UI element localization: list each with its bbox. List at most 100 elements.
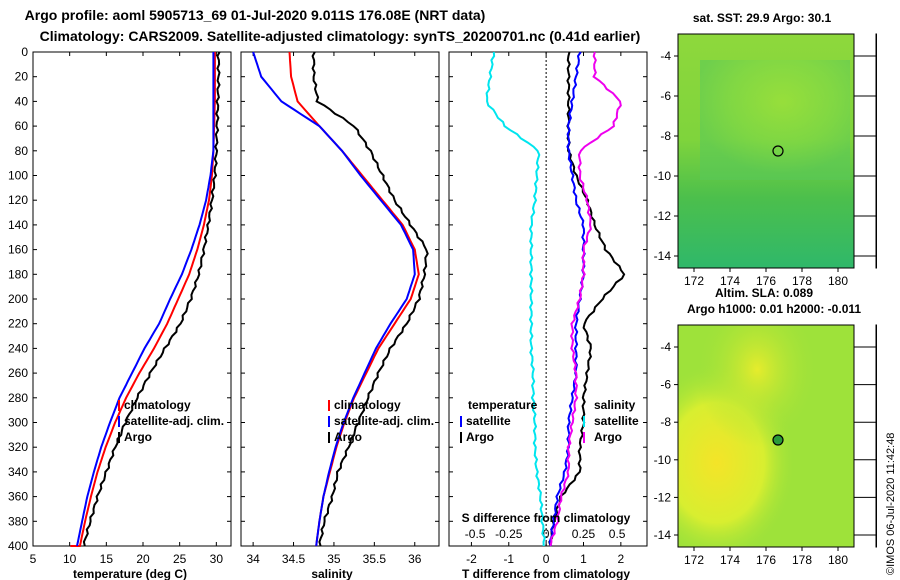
depth-tick-label: 340 <box>8 465 28 479</box>
depth-tick-label: 80 <box>15 144 29 158</box>
x-tick-label: 1 <box>580 552 587 566</box>
s-difference-tick-label: -0.5 <box>465 527 486 541</box>
x-tick-label: 15 <box>100 552 114 566</box>
s-difference-tick-label: 0.5 <box>609 527 626 541</box>
depth-tick-label: 240 <box>8 341 28 355</box>
legend-climatology-label: climatology <box>124 398 191 412</box>
legend-satellite-label: satellite-adj. clim. <box>334 414 434 428</box>
depth-tick-label: 40 <box>15 94 29 108</box>
difference-legend: temperature satellite Argo salinity sate… <box>460 398 639 444</box>
difference-chart: -2 -1 0 1 2 -0.5 -0.25 0 0.25 0.5 <box>465 51 626 566</box>
map-y-tick-label: -4 <box>660 49 671 63</box>
sst-map-title: sat. SST: 29.9 Argo: 30.1 <box>693 11 832 25</box>
legend-salinity-heading: salinity <box>594 398 636 412</box>
depth-tick-label: 220 <box>8 317 28 331</box>
sst-map-warm-patch <box>700 60 850 180</box>
salinity-axis-label: salinity <box>311 567 353 580</box>
difference-panel <box>448 51 648 547</box>
x-tick-label: 0 <box>543 552 550 566</box>
x-tick-label: 34.5 <box>282 552 306 566</box>
temperature-axis-label: temperature (deg C) <box>73 567 187 580</box>
x-tick-label: 10 <box>63 552 77 566</box>
map-right-axis <box>875 33 877 269</box>
map-x-tick-label: 178 <box>792 274 812 288</box>
map-x-tick-label: 174 <box>720 274 740 288</box>
map-y-tick-label: -10 <box>654 453 672 467</box>
x-tick-label: -1 <box>503 552 514 566</box>
map-right-axis <box>875 324 877 548</box>
depth-tick-label: 260 <box>8 366 28 380</box>
s-difference-axis-label: S difference from climatology <box>462 511 631 525</box>
x-tick-label: 30 <box>210 552 224 566</box>
map-y-tick-label: -8 <box>660 415 671 429</box>
map-y-tick-label: -4 <box>660 340 671 354</box>
depth-tick-label: 200 <box>8 292 28 306</box>
temperature-legend: climatology satellite-adj. clim. Argo <box>118 398 224 444</box>
x-tick-label: 36 <box>408 552 422 566</box>
figure-title-line1: Argo profile: aoml 5905713_69 01-Jul-202… <box>25 7 486 23</box>
depth-tick-label: 300 <box>8 416 28 430</box>
map-x-tick-label: 172 <box>684 553 704 567</box>
map-y-tick-label: -14 <box>654 528 672 542</box>
s-difference-tick-label: -0.25 <box>495 527 523 541</box>
depth-tick-label: 0 <box>21 45 28 59</box>
salinity-panel <box>240 51 440 547</box>
imos-timestamp: ©IMOS 06-Jul-2020 11:42:48 <box>885 433 897 575</box>
legend-temperature-heading: temperature <box>468 398 538 412</box>
map-x-tick-label: 172 <box>684 274 704 288</box>
salinity-chart: 34 34.5 35 35.5 36 <box>246 51 429 566</box>
depth-tick-label: 120 <box>8 193 28 207</box>
temperature-panel <box>32 51 232 547</box>
series-line-argo <box>311 51 429 547</box>
depth-axis: 0 20 40 60 80 100 120 140 160 180 200 220 240 260 280 3… <box>8 45 647 553</box>
s-difference-tick-label: 0 <box>543 527 550 541</box>
map-y-tick-label: -8 <box>660 129 671 143</box>
depth-tick-label: 20 <box>15 70 29 84</box>
x-tick-label: 5 <box>30 552 37 566</box>
depth-tick-label: 380 <box>8 514 28 528</box>
x-tick-label: 35 <box>327 552 341 566</box>
map-y-tick-label: -12 <box>654 490 672 504</box>
x-tick-label: -2 <box>466 552 477 566</box>
map-y-tick-label: -14 <box>654 249 672 263</box>
legend-satellite-label: satellite-adj. clim. <box>124 414 224 428</box>
legend-sal-argo-label: Argo <box>594 430 622 444</box>
map-y-tick-label: -6 <box>660 89 671 103</box>
salinity-legend: climatology satellite-adj. clim. Argo <box>328 398 434 444</box>
s-difference-tick-label: 0.25 <box>572 527 596 541</box>
sla-map-axes: 172 174 176 178 180 -4 -6 -8 -10 -12 -14 <box>654 324 877 567</box>
t-difference-axis-label: T difference from climatology <box>462 567 630 580</box>
sla-map-title-line2: Argo h1000: 0.01 h2000: -0.011 <box>687 302 861 316</box>
sla-argo-location-marker <box>772 434 784 446</box>
depth-tick-label: 360 <box>8 490 28 504</box>
x-tick-label: 20 <box>136 552 150 566</box>
series-line-satellite-adj-clim- <box>76 52 215 547</box>
legend-climatology-label: climatology <box>334 398 401 412</box>
figure-title-line2: Climatology: CARS2009. Satellite-adjuste… <box>40 28 641 44</box>
sla-map: 172 174 176 178 180 -4 -6 -8 -10 -12 -14 <box>654 324 877 567</box>
legend-sal-satellite-label: satellite <box>594 414 639 428</box>
temperature-chart: 5 10 15 20 25 30 <box>30 51 224 566</box>
series-line-salinity-argo <box>549 51 622 547</box>
x-tick-label: 2 <box>618 552 625 566</box>
sla-map-warm-patch-north <box>678 325 854 547</box>
depth-tick-label: 320 <box>8 440 28 454</box>
series-line-temperature-satellite <box>485 51 546 547</box>
map-x-tick-label: 174 <box>720 553 740 567</box>
depth-tick-label: 180 <box>8 267 28 281</box>
map-y-tick-label: -10 <box>654 169 672 183</box>
map-x-tick-label: 176 <box>756 553 776 567</box>
map-y-tick-label: -6 <box>660 378 671 392</box>
sst-map: 172 174 176 178 180 -4 -6 -8 -10 -12 -14 <box>654 33 877 288</box>
sst-argo-location-marker <box>772 145 784 157</box>
sst-map-axes: 172 174 176 178 180 -4 -6 -8 -10 -12 -14 <box>654 33 877 288</box>
depth-tick-label: 280 <box>8 391 28 405</box>
legend-argo-label: Argo <box>334 430 362 444</box>
legend-temp-argo-label: Argo <box>466 430 494 444</box>
depth-tick-label: 160 <box>8 243 28 257</box>
depth-tick-label: 140 <box>8 218 28 232</box>
map-x-tick-label: 180 <box>828 553 848 567</box>
x-tick-label: 34 <box>246 552 260 566</box>
map-x-tick-label: 178 <box>792 553 812 567</box>
